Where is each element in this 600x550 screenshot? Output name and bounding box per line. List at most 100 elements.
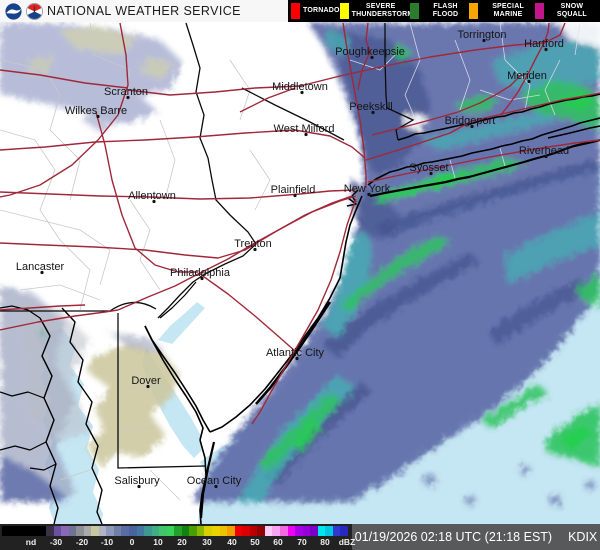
warning-legend-item: SNOW SQUALL — [534, 3, 597, 19]
colorbar-segment — [257, 526, 265, 536]
delaware-river-estuary — [158, 302, 205, 344]
radar-map: Scranton Wilkes Barre Allentown Lancaster Ph… — [0, 22, 600, 524]
city-dot — [304, 132, 308, 137]
city-dot — [367, 192, 371, 197]
colorbar-segment — [181, 526, 190, 536]
warning-label: SNOW SQUALL — [556, 3, 587, 18]
colorbar-tick: 50 — [250, 537, 260, 547]
colorbar-segment — [121, 526, 130, 536]
city-label: Trenton — [234, 238, 272, 250]
city-dot — [126, 95, 130, 100]
reflectivity-scale: nd -30 -20 -10 0 10 20 30 40 50 60 70 80 dBZ — [0, 524, 355, 550]
li-south-shore — [369, 138, 600, 198]
warning-swatch — [339, 3, 349, 19]
city-label: Dover — [131, 375, 161, 387]
colorbar-segment — [166, 526, 175, 536]
city-dot — [527, 79, 531, 84]
colorbar-segment — [302, 526, 311, 536]
city-label: Middletown — [272, 81, 328, 93]
warning-legend-item: FLASH FLOOD — [409, 3, 470, 19]
border-pa-nj — [157, 22, 257, 319]
warning-label: TORNADO — [303, 7, 340, 15]
agency-brand — [0, 2, 43, 20]
colorbar-segment — [264, 526, 273, 536]
nj-barrier-islands — [255, 301, 332, 405]
colorbar-segment — [113, 526, 122, 536]
city-label: Peekskill — [349, 101, 392, 113]
city-dot — [293, 193, 297, 198]
city-dot — [200, 276, 204, 281]
colorbar-segment — [204, 526, 213, 536]
city-dot — [40, 270, 44, 275]
header-bar: NATIONAL WEATHER SERVICE TORNADO SEVERE T… — [0, 0, 600, 22]
city-dot — [544, 154, 548, 159]
city-label: Syosset — [409, 162, 448, 174]
city-label: Riverhead — [519, 145, 569, 157]
colorbar-segment — [325, 526, 333, 536]
city-dot — [295, 356, 299, 361]
colorbar-tick: 30 — [202, 537, 212, 547]
city-dot — [300, 90, 304, 95]
de-bay-west-shore — [144, 325, 204, 441]
colorbar-segment — [83, 526, 92, 536]
county-borders-east — [349, 22, 581, 179]
colorbar-segment — [249, 526, 258, 536]
colorbar-segment — [174, 526, 182, 536]
colorbar-tick: nd — [25, 537, 37, 547]
colorbar-segment — [310, 526, 318, 536]
city-label: Torrington — [458, 29, 507, 41]
colorbar-segment — [136, 526, 145, 536]
colorbar-tick: 0 — [129, 537, 135, 547]
colorbar-segment — [189, 526, 197, 536]
colorbar-segment — [279, 526, 288, 536]
colorbar-segment — [159, 526, 167, 536]
city-label: Salisbury — [114, 475, 160, 487]
warning-swatch — [409, 3, 419, 19]
colorbar-nd-segment — [2, 526, 46, 536]
city-label: New York — [344, 183, 391, 195]
warning-legend: TORNADO SEVERE THUNDERSTORM FLASH FLOOD SPE… — [288, 0, 600, 22]
city-dot — [146, 384, 150, 389]
ct-coast — [397, 93, 600, 141]
city-dot — [152, 199, 156, 204]
warning-legend-item: SPECIAL MARINE — [469, 3, 534, 19]
colorbar-segment — [98, 526, 107, 536]
city-label: Lancaster — [16, 261, 65, 273]
reflectivity-colorbar — [2, 526, 348, 536]
highways — [0, 22, 600, 425]
warning-label: SPECIAL MARINE — [492, 3, 524, 18]
border-de-md — [117, 313, 206, 469]
colorbar-tick: -10 — [100, 537, 114, 547]
ocean-city-barrier — [199, 441, 216, 519]
colorbar-segment — [242, 526, 250, 536]
nws-logo — [26, 2, 43, 20]
colorbar-segment — [76, 526, 84, 536]
delaware-river-banks — [159, 281, 197, 319]
chesapeake-west-shore — [39, 317, 59, 524]
colorbar-segment — [91, 526, 99, 536]
colorbar-tick: 20 — [177, 537, 187, 547]
city-dot — [96, 114, 100, 119]
colorbar-segment — [144, 526, 152, 536]
city-label: Meriden — [507, 70, 547, 82]
colorbar-segment — [106, 526, 114, 536]
radar-map-canvas: Scranton Wilkes Barre Allentown Lancaster Ph… — [0, 22, 600, 524]
colorbar-segment — [340, 526, 348, 536]
state-borders — [0, 22, 415, 469]
li-north-shore — [367, 117, 600, 186]
warning-swatch — [469, 3, 479, 19]
city-dot — [214, 484, 218, 489]
city-label: Ocean City — [187, 475, 242, 487]
city-label: Hartford — [524, 38, 564, 50]
status-bar: nd -30 -20 -10 0 10 20 30 40 50 60 70 80 dBZ 01/19/20… — [0, 524, 600, 550]
colorbar-segment — [287, 526, 296, 536]
city-label: Philadelphia — [170, 267, 231, 279]
city-dot — [482, 38, 486, 43]
city-dot — [371, 110, 375, 115]
colorbar-segment — [196, 526, 205, 536]
warning-label: SEVERE THUNDERSTORM — [351, 3, 414, 18]
warning-label: FLASH FLOOD — [432, 3, 459, 18]
colorbar-tick: 40 — [227, 537, 237, 547]
city-dot — [544, 47, 548, 52]
